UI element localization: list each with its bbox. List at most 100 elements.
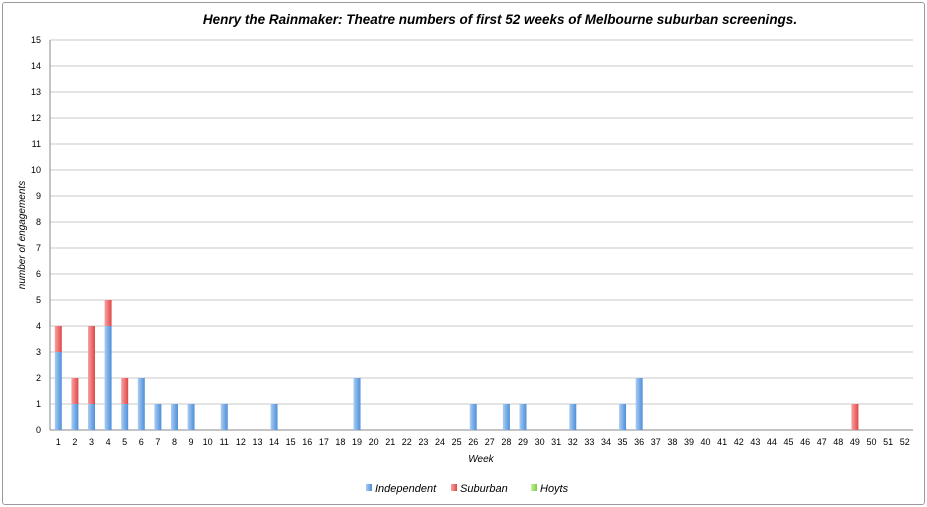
x-tick-label: 29 bbox=[518, 437, 528, 447]
x-tick-label: 39 bbox=[684, 437, 694, 447]
x-tick-label: 41 bbox=[717, 437, 727, 447]
x-tick-label: 37 bbox=[651, 437, 661, 447]
y-tick-label: 4 bbox=[36, 321, 41, 331]
x-tick-label: 27 bbox=[485, 437, 495, 447]
x-tick-label: 13 bbox=[252, 437, 262, 447]
bar-suburban-week-1 bbox=[54, 326, 62, 352]
bar-independent-week-3 bbox=[87, 404, 95, 430]
bar-independent-week-4 bbox=[104, 326, 112, 430]
x-tick-label: 7 bbox=[155, 437, 160, 447]
x-tick-label: 14 bbox=[269, 437, 279, 447]
x-axis-ticks: 1 2 3 4 5 6 7 8 9 10 11 12 13 14 15 16 17 18 19 20 21 22 23 24 2… bbox=[56, 437, 910, 447]
bar-independent-week-8 bbox=[170, 404, 178, 430]
x-tick-label: 42 bbox=[734, 437, 744, 447]
legend-swatch bbox=[366, 484, 372, 491]
x-tick-label: 31 bbox=[551, 437, 561, 447]
x-tick-label: 25 bbox=[452, 437, 462, 447]
y-tick-label: 2 bbox=[36, 373, 41, 383]
x-tick-label: 17 bbox=[319, 437, 329, 447]
x-tick-label: 11 bbox=[220, 437, 229, 447]
legend-item-independent: Independent bbox=[366, 483, 437, 495]
bar-independent-week-14 bbox=[270, 404, 278, 430]
x-tick-label: 45 bbox=[784, 437, 794, 447]
bar-independent-week-35 bbox=[619, 404, 627, 430]
x-tick-label: 12 bbox=[236, 437, 246, 447]
x-tick-label: 8 bbox=[172, 437, 177, 447]
legend-label: Suburban bbox=[460, 483, 508, 495]
bar-independent-week-26 bbox=[469, 404, 477, 430]
x-tick-label: 50 bbox=[867, 437, 877, 447]
y-tick-label: 7 bbox=[36, 243, 41, 253]
x-tick-label: 24 bbox=[435, 437, 445, 447]
legend-label: Independent bbox=[375, 483, 437, 495]
x-tick-label: 4 bbox=[106, 437, 111, 447]
chart-title: Henry the Rainmaker: Theatre numbers of … bbox=[203, 12, 797, 27]
x-tick-label: 40 bbox=[701, 437, 711, 447]
x-tick-label: 5 bbox=[122, 437, 127, 447]
bar-independent-week-9 bbox=[187, 404, 195, 430]
bar-independent-week-1 bbox=[54, 352, 62, 430]
x-tick-label: 16 bbox=[302, 437, 312, 447]
x-tick-label: 35 bbox=[618, 437, 628, 447]
y-tick-label: 13 bbox=[31, 87, 41, 97]
x-tick-label: 22 bbox=[402, 437, 412, 447]
bars bbox=[54, 300, 859, 430]
y-tick-label: 3 bbox=[36, 347, 41, 357]
x-tick-label: 23 bbox=[418, 437, 428, 447]
x-axis-label: Week bbox=[468, 454, 494, 465]
x-tick-label: 46 bbox=[800, 437, 810, 447]
bar-independent-week-29 bbox=[519, 404, 527, 430]
y-tick-label: 5 bbox=[36, 295, 41, 305]
x-tick-label: 44 bbox=[767, 437, 777, 447]
y-axis-label: number of engagements bbox=[17, 181, 28, 289]
y-tick-label: 12 bbox=[31, 113, 41, 123]
x-tick-label: 2 bbox=[72, 437, 77, 447]
bar-independent-week-5 bbox=[121, 404, 129, 430]
bar-suburban-week-49 bbox=[851, 404, 859, 430]
y-tick-label: 1 bbox=[36, 399, 41, 409]
x-tick-label: 6 bbox=[139, 437, 144, 447]
x-tick-label: 49 bbox=[850, 437, 860, 447]
x-tick-label: 18 bbox=[335, 437, 345, 447]
legend-item-hoyts: Hoyts bbox=[531, 483, 569, 495]
x-tick-label: 36 bbox=[634, 437, 644, 447]
bar-independent-week-32 bbox=[569, 404, 577, 430]
y-tick-label: 10 bbox=[31, 165, 41, 175]
bar-independent-week-36 bbox=[635, 378, 643, 430]
bar-independent-week-11 bbox=[220, 404, 228, 430]
bar-independent-week-2 bbox=[71, 404, 79, 430]
x-tick-label: 34 bbox=[601, 437, 611, 447]
x-tick-label: 9 bbox=[189, 437, 194, 447]
bar-independent-week-19 bbox=[353, 378, 361, 430]
legend-swatch bbox=[451, 484, 457, 491]
bar-suburban-week-2 bbox=[71, 378, 79, 404]
legend-swatch bbox=[531, 484, 537, 491]
legend: Independent Suburban Hoyts bbox=[366, 483, 569, 495]
bar-independent-week-7 bbox=[154, 404, 162, 430]
y-tick-label: 6 bbox=[36, 269, 41, 279]
x-tick-label: 33 bbox=[584, 437, 594, 447]
y-tick-label: 0 bbox=[36, 425, 41, 435]
bar-independent-week-6 bbox=[137, 378, 145, 430]
x-tick-label: 47 bbox=[817, 437, 827, 447]
x-tick-label: 20 bbox=[369, 437, 379, 447]
y-tick-label: 11 bbox=[32, 139, 41, 149]
x-tick-label: 52 bbox=[900, 437, 910, 447]
x-tick-label: 1 bbox=[56, 437, 61, 447]
x-tick-label: 26 bbox=[468, 437, 478, 447]
y-tick-label: 9 bbox=[36, 191, 41, 201]
x-tick-label: 15 bbox=[286, 437, 296, 447]
x-tick-label: 48 bbox=[833, 437, 843, 447]
x-tick-label: 3 bbox=[89, 437, 94, 447]
x-tick-label: 21 bbox=[385, 437, 395, 447]
x-tick-label: 51 bbox=[883, 437, 893, 447]
x-tick-label: 38 bbox=[667, 437, 677, 447]
x-tick-label: 19 bbox=[352, 437, 362, 447]
y-tick-label: 8 bbox=[36, 217, 41, 227]
x-tick-label: 43 bbox=[750, 437, 760, 447]
legend-item-suburban: Suburban bbox=[451, 483, 508, 495]
bar-independent-week-28 bbox=[502, 404, 510, 430]
bar-suburban-week-4 bbox=[104, 300, 112, 326]
x-tick-label: 10 bbox=[203, 437, 213, 447]
